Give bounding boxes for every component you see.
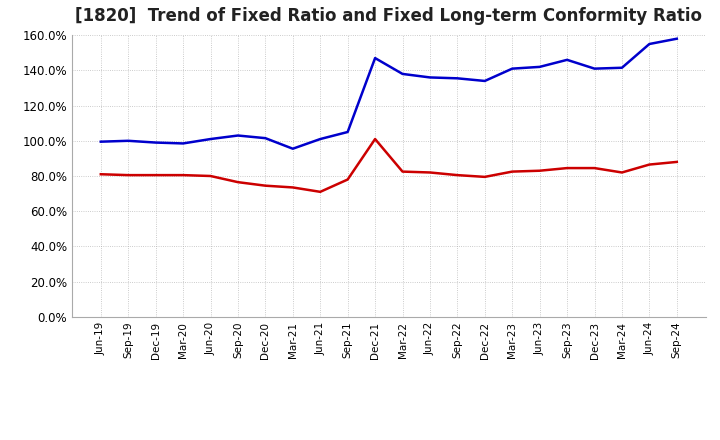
- Fixed Ratio: [398, 71, 407, 77]
- Fixed Ratio: [645, 41, 654, 47]
- Fixed Ratio: [233, 133, 242, 138]
- Fixed Long-term Conformity Ratio: [398, 169, 407, 174]
- Fixed Long-term Conformity Ratio: [590, 165, 599, 171]
- Fixed Long-term Conformity Ratio: [426, 170, 434, 175]
- Line: Fixed Long-term Conformity Ratio: Fixed Long-term Conformity Ratio: [101, 139, 677, 192]
- Fixed Long-term Conformity Ratio: [480, 174, 489, 180]
- Fixed Ratio: [590, 66, 599, 71]
- Fixed Ratio: [179, 141, 187, 146]
- Fixed Long-term Conformity Ratio: [672, 159, 681, 165]
- Fixed Long-term Conformity Ratio: [563, 165, 572, 171]
- Fixed Ratio: [672, 36, 681, 41]
- Fixed Ratio: [371, 55, 379, 61]
- Fixed Long-term Conformity Ratio: [316, 189, 325, 194]
- Fixed Long-term Conformity Ratio: [618, 170, 626, 175]
- Fixed Ratio: [261, 136, 270, 141]
- Title: [1820]  Trend of Fixed Ratio and Fixed Long-term Conformity Ratio: [1820] Trend of Fixed Ratio and Fixed Lo…: [76, 7, 702, 26]
- Fixed Long-term Conformity Ratio: [536, 168, 544, 173]
- Fixed Long-term Conformity Ratio: [645, 162, 654, 167]
- Fixed Ratio: [343, 129, 352, 135]
- Fixed Long-term Conformity Ratio: [371, 136, 379, 142]
- Fixed Ratio: [536, 64, 544, 70]
- Fixed Ratio: [289, 146, 297, 151]
- Fixed Ratio: [206, 136, 215, 142]
- Fixed Ratio: [453, 76, 462, 81]
- Fixed Long-term Conformity Ratio: [453, 172, 462, 178]
- Fixed Ratio: [96, 139, 105, 144]
- Fixed Ratio: [151, 140, 160, 145]
- Fixed Long-term Conformity Ratio: [508, 169, 516, 174]
- Fixed Ratio: [316, 136, 325, 142]
- Fixed Long-term Conformity Ratio: [96, 172, 105, 177]
- Fixed Ratio: [480, 78, 489, 84]
- Fixed Long-term Conformity Ratio: [343, 177, 352, 182]
- Fixed Long-term Conformity Ratio: [124, 172, 132, 178]
- Fixed Long-term Conformity Ratio: [151, 172, 160, 178]
- Fixed Long-term Conformity Ratio: [289, 185, 297, 190]
- Fixed Ratio: [563, 57, 572, 62]
- Line: Fixed Ratio: Fixed Ratio: [101, 39, 677, 149]
- Fixed Long-term Conformity Ratio: [261, 183, 270, 188]
- Fixed Ratio: [618, 65, 626, 70]
- Fixed Long-term Conformity Ratio: [206, 173, 215, 179]
- Fixed Long-term Conformity Ratio: [179, 172, 187, 178]
- Fixed Long-term Conformity Ratio: [233, 180, 242, 185]
- Fixed Ratio: [124, 138, 132, 143]
- Fixed Ratio: [508, 66, 516, 71]
- Fixed Ratio: [426, 75, 434, 80]
